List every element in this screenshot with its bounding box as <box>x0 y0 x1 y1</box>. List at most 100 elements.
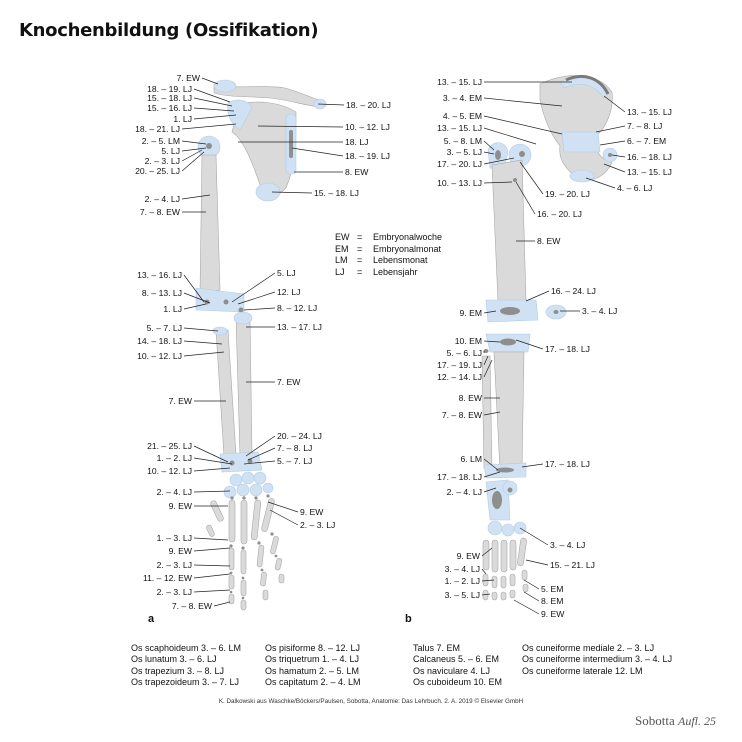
leg-labels-left-item: 7. – 8. EW <box>442 410 483 420</box>
list-item: Calcaneus 5. – 6. EM <box>413 654 500 665</box>
arm-labels-left-item: 2. – 3. LJ <box>157 587 192 597</box>
leader-line <box>193 547 231 552</box>
leg-labels-left-item: 3. – 5. LJ <box>445 590 480 600</box>
leg-labels-left-item: 6. LM <box>461 454 483 464</box>
tarsal-list-2: Os cuneiforme mediale 2. – 3. LJ Os cune… <box>522 643 672 677</box>
arm-labels-left-item: 7. EW <box>169 396 193 406</box>
leader-line <box>193 537 229 541</box>
arm-labels-left-item: 20. – 25. LJ <box>135 166 180 176</box>
leg-labels-right-item: 13. – 15. LJ <box>627 167 672 177</box>
leader-line <box>481 568 487 575</box>
leg-labels-right-item: 19. – 20. LJ <box>545 189 590 199</box>
leader-line <box>181 194 211 200</box>
leader-line <box>483 471 501 478</box>
arm-labels-left-item: 1. LJ <box>163 304 182 314</box>
carpal-list-1: Os scaphoideum 3. – 6. LM Os lunatum 3. … <box>131 643 241 689</box>
leader-line <box>231 272 276 303</box>
leader-line <box>481 593 491 596</box>
list-item: Os trapezoideum 3. – 7. LJ <box>131 677 240 688</box>
arm-labels-left-item: 2. – 5. LM <box>142 136 180 146</box>
leader-line <box>525 559 549 566</box>
arm-labels-right-item: 10. – 12. LJ <box>345 122 390 132</box>
leader-line <box>521 463 544 468</box>
arm-labels-right-item: 8. – 12. LJ <box>277 303 317 313</box>
leader-line <box>481 547 493 557</box>
arm-labels-right-item: 20. – 24. LJ <box>277 431 322 441</box>
legend-row: EM = Embryonalmonat <box>335 243 442 254</box>
leader-line <box>193 564 231 567</box>
list-item: Os pisiforme 8. – 12. LJ <box>265 643 361 653</box>
arm-labels-left-item: 14. – 18. LJ <box>137 336 182 346</box>
list-item: Os triquetrum 1. – 4. LJ <box>265 654 360 665</box>
leader-line <box>193 589 231 593</box>
arm-labels-left-item: 2. – 3. LJ <box>145 156 180 166</box>
leader-line <box>483 115 563 135</box>
leader-line <box>243 460 276 465</box>
list-item: Os trapezium 3. – 8. LJ <box>131 665 225 676</box>
arm-labels-left-item: 9. EW <box>169 546 193 556</box>
leg-labels-right-item: 16. – 24. LJ <box>551 286 596 296</box>
leader-line <box>513 599 540 615</box>
arm-labels-right-item: 12. LJ <box>277 287 300 297</box>
arm-labels-left-item: 7. EW <box>177 73 201 83</box>
leg-labels-left-item: 2. – 4. LJ <box>447 487 482 497</box>
leg-labels-left-item: 3. – 5. LJ <box>447 147 482 157</box>
leader-line <box>193 457 233 465</box>
leg-skeleton <box>481 75 618 601</box>
leg-labels-right-item: 17. – 18. LJ <box>545 459 590 469</box>
leader-line <box>523 591 540 602</box>
leader-line <box>483 411 501 416</box>
arm-labels-left-item: 2. – 3. LJ <box>157 560 192 570</box>
leader-line <box>183 274 205 303</box>
list-item: Os cuboideum 10. EM <box>413 677 503 688</box>
leg-labels-left-item: 17. – 20. LJ <box>437 159 482 169</box>
leg-labels-right-item: 8. EM <box>541 596 563 606</box>
leg-labels-right-item: 16. – 20. LJ <box>537 209 582 219</box>
leader-line <box>181 149 203 162</box>
leader-line <box>193 467 231 472</box>
leg-labels-left-item: 9. EM <box>460 308 482 318</box>
arm-labels-left-item: 1. – 2. LJ <box>157 453 192 463</box>
leader-line <box>519 161 544 195</box>
leg-labels-left-item: 5. – 6. LJ <box>447 348 482 358</box>
list-item: Os scaphoideum 3. – 6. LM <box>131 643 242 653</box>
legend-row: LM = Lebensmonat <box>335 255 428 265</box>
leg-labels-left-item: 13. – 15. LJ <box>437 77 482 87</box>
arm-labels-left-item: 18. – 19. LJ <box>147 84 192 94</box>
leader-line <box>585 177 616 189</box>
leader-line <box>193 114 237 120</box>
leader-line <box>599 140 626 146</box>
arm-labels-right-item: 18. – 19. LJ <box>345 151 390 161</box>
leader-line <box>267 501 299 513</box>
leg-labels-left-item: 1. – 2. LJ <box>445 576 480 586</box>
leader-line <box>269 509 299 526</box>
leg-labels-right: 13. – 15. LJ 7. – 8. LJ 6. – 7. EM 16. – 18… <box>537 107 672 619</box>
tarsal-list-1: Talus 7. EM Calcaneus 5. – 6. EM Os navi… <box>413 643 502 689</box>
leg-labels-left: 13. – 15. LJ 3. – 4. EM 4. – 5. EM 13. – 15… <box>437 77 483 600</box>
arm-labels-left-item: 1. – 3. LJ <box>157 533 192 543</box>
brand-edition: Aufl. 25 <box>678 714 716 728</box>
leader-line <box>183 340 223 345</box>
leader-line <box>181 140 207 145</box>
legend-row: LJ = Lebensjahr <box>335 266 418 277</box>
list-item: Os capitatum 2. – 4. LM <box>265 677 361 688</box>
leg-labels-left-item: 3. – 4. LJ <box>445 564 480 574</box>
leg-labels-left-item: 13. – 15. LJ <box>437 123 482 133</box>
arm-labels-left-item: 5. – 7. LJ <box>147 323 182 333</box>
leader-line <box>483 97 563 107</box>
arm-labels-left-item: 2. – 4. LJ <box>157 487 192 497</box>
leader-line <box>193 490 231 493</box>
leg-labels-right-item: 4. – 6. LJ <box>617 183 652 193</box>
leader-line <box>519 527 549 546</box>
list-item: Os lunatum 3. – 6. LJ <box>131 654 217 665</box>
leader-line <box>483 140 495 151</box>
leader-line <box>271 191 313 194</box>
leg-labels-left-item: 17. – 19. LJ <box>437 360 482 370</box>
leader-line <box>193 445 229 463</box>
leg-labels-right-item: 7. – 8. LJ <box>627 121 662 131</box>
legend-row: EW = Embryonalwoche <box>335 232 443 242</box>
arm-labels-left-item: 7. – 8. EW <box>140 207 181 217</box>
arm-labels-left-item: 8. – 13. LJ <box>142 288 182 298</box>
arm-labels-right-item: 5. LJ <box>277 268 296 278</box>
leader-line <box>603 163 626 173</box>
